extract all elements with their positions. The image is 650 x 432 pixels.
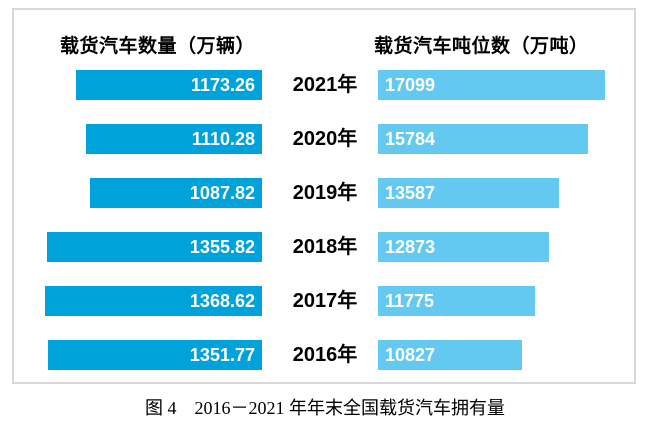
right-bar-value-label: 15784 (385, 129, 436, 149)
right-bar-2018: 12873 (378, 232, 550, 262)
right-bar-2021: 17099 (378, 70, 606, 100)
left-bar-value-label: 1355.82 (189, 237, 255, 257)
right-bar-value-label: 13587 (385, 183, 436, 203)
left-bar-2020: 1110.28 (86, 124, 262, 154)
year-label-2018: 2018年 (292, 236, 358, 258)
year-label-2017: 2017年 (292, 290, 358, 312)
left-bar-value-label: 1087.82 (189, 183, 255, 203)
left-bar-2016: 1351.77 (47, 340, 262, 370)
left-bar-2017: 1368.62 (45, 286, 262, 316)
year-label-2019: 2019年 (292, 182, 358, 204)
left-bar-value-label: 1351.77 (189, 345, 255, 365)
right-bar-2020: 15784 (378, 124, 588, 154)
chart-row-2019: 1087.82 2019年 13587 (14, 178, 634, 208)
left-bar-value-label: 1173.26 (190, 75, 255, 95)
figure-caption: 图 4 2016－2021 年年末全国载货汽车拥有量 (145, 398, 505, 418)
right-bar-2017: 11775 (378, 286, 535, 316)
chart-row-2016: 1351.77 2016年 10827 (14, 340, 634, 370)
year-label-2020: 2020年 (292, 128, 358, 150)
right-bar-value-label: 10827 (385, 345, 436, 365)
left-bar-2019: 1087.82 (89, 178, 262, 208)
chart-row-2017: 1368.62 2017年 11775 (14, 286, 634, 316)
right-bar-value-label: 11775 (385, 291, 435, 311)
year-label-2016: 2016年 (292, 344, 358, 366)
right-bar-2019: 13587 (378, 178, 559, 208)
left-bar-2018: 1355.82 (47, 232, 262, 262)
left-bar-value-label: 1110.28 (191, 129, 255, 149)
chart-row-2021: 1173.26 2021年 17099 (14, 70, 634, 100)
chart-row-2018: 1355.82 2018年 12873 (14, 232, 634, 262)
left-bar-2021: 1173.26 (76, 70, 262, 100)
chart-row-2020: 1110.28 2020年 15784 (14, 124, 634, 154)
right-series-header: 载货汽车吨位数（万吨） (374, 36, 589, 57)
year-label-2021: 2021年 (292, 74, 358, 96)
chart-area: 载货汽车数量（万辆） 载货汽车吨位数（万吨） 1173.26 2021年 170… (12, 8, 636, 384)
right-bar-value-label: 12873 (385, 237, 436, 257)
right-bar-2016: 10827 (378, 340, 522, 370)
left-series-header: 载货汽车数量（万辆） (60, 36, 256, 57)
left-bar-value-label: 1368.62 (189, 291, 255, 311)
right-bar-value-label: 17099 (385, 75, 436, 95)
